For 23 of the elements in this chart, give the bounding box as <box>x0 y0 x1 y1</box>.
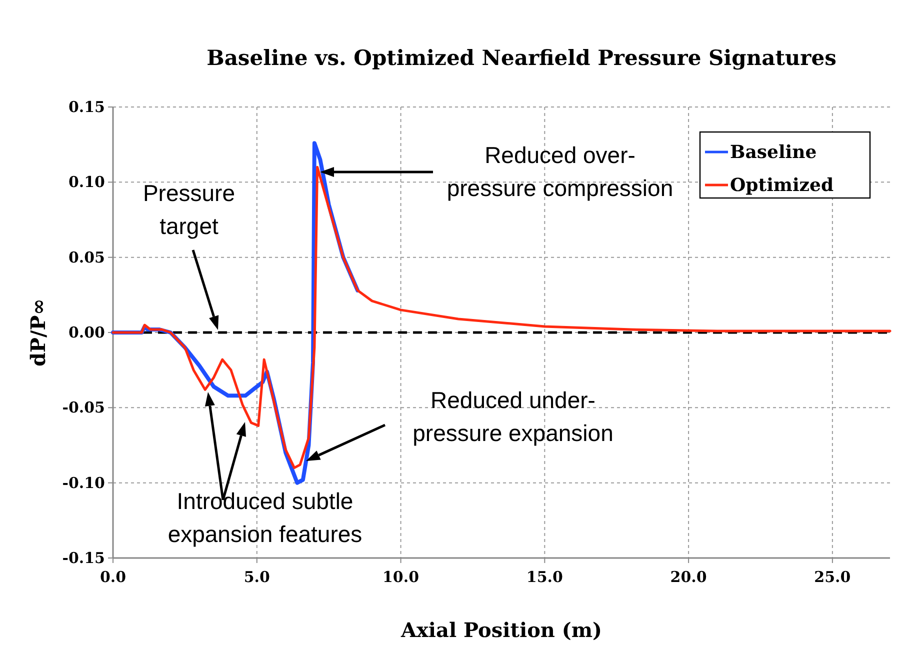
annotation: Introduced subtle expansion features <box>168 488 362 547</box>
legend-label: Optimized <box>730 175 834 196</box>
chart-title: Baseline vs. Optimized Nearfield Pressure Signatures <box>206 45 836 70</box>
y-tick-label: 0.15 <box>68 98 105 116</box>
x-tick-label: 5.0 <box>244 568 270 586</box>
annotation: Reduced under-pressure expansion <box>412 387 614 446</box>
annotation: Pressure target <box>142 180 236 239</box>
y-tick-label: -0.15 <box>62 549 105 567</box>
y-tick-label: 0.00 <box>68 324 105 342</box>
y-axis-title: dP/P∞ <box>26 298 50 367</box>
y-tick-label: 0.05 <box>68 248 105 266</box>
x-tick-label: 0.0 <box>100 568 126 586</box>
x-tick-label: 10.0 <box>382 568 420 586</box>
y-tick-label: -0.10 <box>62 474 105 492</box>
x-tick-label: 25.0 <box>814 568 851 586</box>
x-axis-title: Axial Position (m) <box>400 618 602 642</box>
x-tick-label: 15.0 <box>526 568 563 586</box>
x-tick-label: 20.0 <box>670 568 707 586</box>
annotation: Reduced over-pressure compression <box>446 142 674 201</box>
legend-label: Baseline <box>730 142 817 163</box>
y-tick-label: 0.10 <box>68 173 105 192</box>
line-series <box>112 166 892 470</box>
y-tick-label: -0.05 <box>62 398 105 417</box>
